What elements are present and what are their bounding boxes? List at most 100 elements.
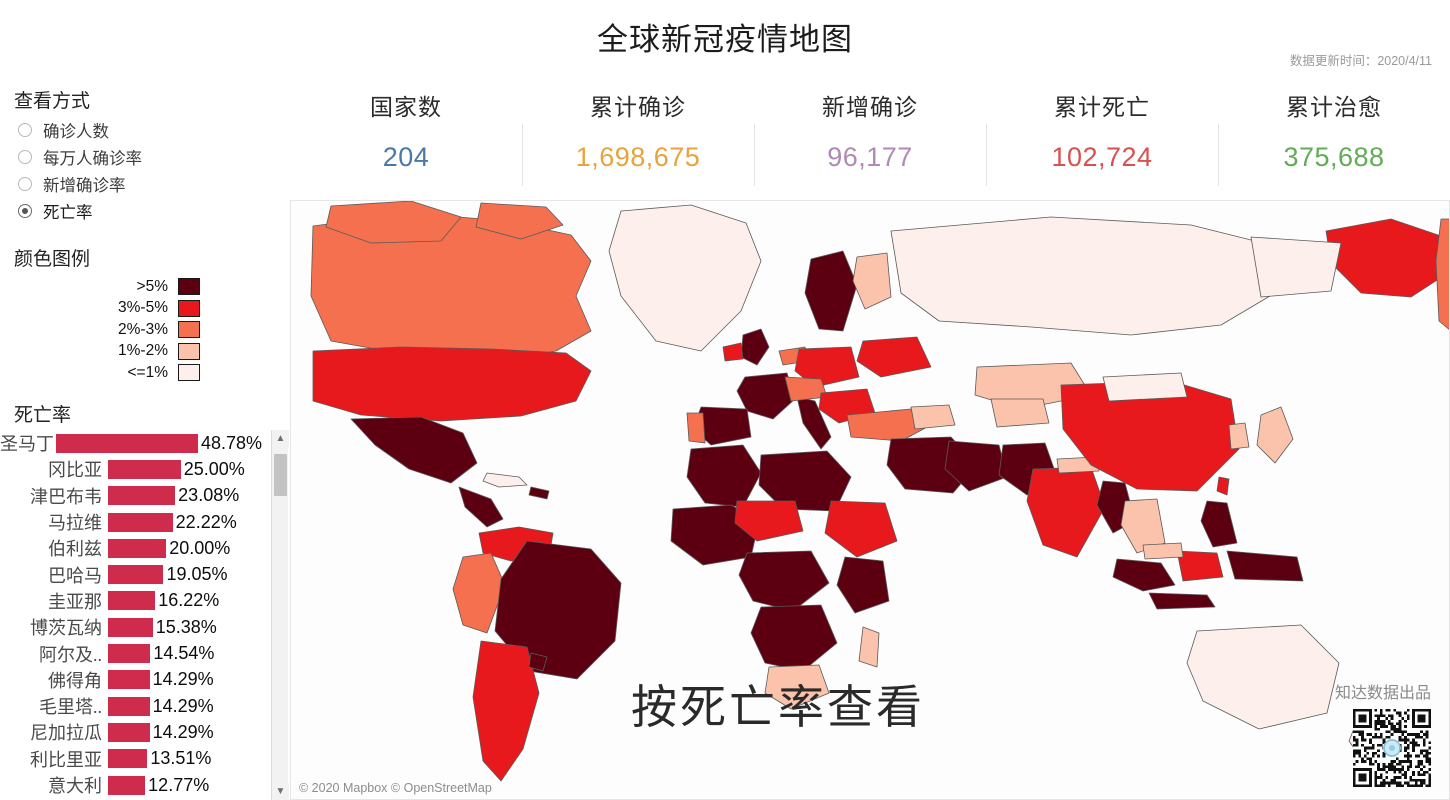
legend-item-2: 2%-3% [0, 319, 200, 341]
bar-track: 13.51% [108, 746, 211, 772]
view-mode-option-0[interactable]: 确诊人数 [18, 116, 142, 143]
scrollbar-thumb[interactable] [274, 454, 287, 496]
radio-button-icon[interactable] [18, 149, 32, 164]
map-region-russia[interactable] [890, 216, 1276, 336]
bar-track: 14.29% [108, 667, 214, 693]
kpi-value: 96,177 [827, 142, 913, 172]
map-region-brazil[interactable] [494, 540, 622, 680]
legend-color-swatch [178, 364, 200, 382]
watermark-label: 知达数据出品 [1334, 685, 1431, 702]
bar-row[interactable]: 冈比亚 25.00% [0, 456, 262, 482]
bar-row[interactable]: 伯利兹 20.00% [0, 535, 262, 561]
bar-list-scrollbar[interactable]: ▲ ▼ [271, 430, 289, 800]
map-region-korea[interactable] [1228, 422, 1250, 450]
map-region-borneo[interactable] [1176, 550, 1224, 582]
map-region-iran[interactable] [944, 440, 1008, 492]
bar-list[interactable]: 圣马丁岛 48.78% 冈比亚 25.00% 津巴布韦 23.08% 马拉维 22.22% 伯利… [0, 430, 262, 800]
map-region-canada-arctic-1[interactable] [325, 201, 462, 244]
view-mode-radio-group[interactable]: 确诊人数 每万人确诊率 新增确诊率 死亡率 [18, 116, 142, 224]
bar-row[interactable]: 阿尔及.. 14.54% [0, 640, 262, 666]
map-region-east-africa[interactable] [836, 556, 890, 614]
bar-value-label: 14.29% [152, 695, 214, 716]
map-region-sulawesi-papua[interactable] [1226, 550, 1304, 582]
page-title: 全球新冠疫情地图 [597, 22, 853, 57]
scroll-up-arrow-icon[interactable]: ▲ [272, 430, 289, 447]
map-region-philippines[interactable] [1200, 500, 1238, 548]
bar-row[interactable]: 巴哈马 19.05% [0, 561, 262, 587]
map-region-south-africa[interactable] [764, 664, 830, 710]
legend-item-0: >5% [0, 276, 200, 298]
world-map[interactable]: 按死亡率查看 © 2020 Mapbox © OpenStreetMap 知达数… [290, 200, 1450, 800]
bar-row[interactable]: 马拉维 22.22% [0, 509, 262, 535]
bar-row[interactable]: 圣马丁岛 48.78% [0, 430, 262, 456]
map-region-mongolia[interactable] [1102, 372, 1188, 402]
scroll-down-arrow-icon[interactable]: ▼ [272, 783, 289, 800]
map-region-central-asia-lt[interactable] [990, 398, 1050, 428]
map-region-cuba[interactable] [482, 472, 528, 488]
bar-row[interactable]: 毛里塔.. 14.29% [0, 693, 262, 719]
bar-row[interactable]: 圭亚那 16.22% [0, 588, 262, 614]
legend-item-label: 3%-5% [118, 299, 168, 317]
radio-button-icon[interactable] [18, 122, 32, 137]
view-mode-option-3[interactable]: 死亡率 [18, 197, 142, 224]
map-region-mexico[interactable] [350, 416, 478, 484]
map-region-ukraine-belarus[interactable] [856, 336, 932, 378]
view-mode-option-2[interactable]: 新增确诊率 [18, 170, 142, 197]
map-region-ireland[interactable] [722, 342, 744, 362]
kpi-label: 累计死亡 [1054, 95, 1150, 120]
map-region-china[interactable] [1060, 380, 1240, 492]
bar-value-label: 23.08% [178, 485, 240, 506]
bar-category-label: 尼加拉瓜 [30, 723, 102, 744]
map-region-indonesia-java[interactable] [1148, 592, 1216, 610]
map-region-alaska-east[interactable] [1435, 218, 1450, 331]
map-region-sudan-ethiopia[interactable] [824, 500, 898, 558]
bar-row[interactable]: 博茨瓦纳 15.38% [0, 614, 262, 640]
radio-button-icon[interactable] [18, 176, 32, 191]
bar-row[interactable]: 利比里亚 13.51% [0, 746, 262, 772]
map-region-germany-poland[interactable] [794, 346, 860, 388]
map-region-italy[interactable] [796, 396, 832, 450]
map-region-uruguay[interactable] [528, 652, 548, 672]
map-region-caucasus[interactable] [910, 404, 956, 430]
view-mode-option-1[interactable]: 每万人确诊率 [18, 143, 142, 170]
bar-row[interactable]: 佛得角 14.29% [0, 667, 262, 693]
map-region-norway-sweden[interactable] [804, 250, 858, 332]
map-region-france[interactable] [736, 372, 796, 420]
bar-row[interactable]: 尼加拉瓜 14.29% [0, 719, 262, 745]
bar-row[interactable]: 津巴布韦 23.08% [0, 483, 262, 509]
map-region-ecuador-peru[interactable] [452, 552, 506, 634]
map-region-indonesia-sumatra[interactable] [1112, 558, 1176, 592]
map-region-greece-turkey[interactable] [846, 408, 932, 442]
death-rate-bar-chart: 圣马丁岛 48.78% 冈比亚 25.00% 津巴布韦 23.08% 马拉维 22.22% 伯利… [0, 430, 290, 800]
map-region-sahel[interactable] [734, 500, 804, 542]
bar-value-label: 14.54% [153, 643, 215, 664]
map-region-canada-arctic-2[interactable] [475, 202, 564, 240]
map-region-japan[interactable] [1256, 406, 1294, 464]
bar-category-label: 意大利 [48, 776, 102, 796]
map-region-greenland[interactable] [608, 204, 762, 352]
map-region-russia-east[interactable] [1250, 236, 1342, 298]
kpi-card-2: 新增确诊 96,177 [754, 80, 986, 200]
map-region-malaysia[interactable] [1142, 542, 1184, 560]
bar-track: 20.00% [108, 535, 230, 561]
legend-color-swatch [178, 278, 200, 296]
map-region-australia[interactable] [1186, 624, 1340, 730]
map-region-portugal[interactable] [686, 412, 706, 444]
bar-fill [108, 512, 173, 532]
bar-row[interactable]: 意大利 12.77% [0, 772, 262, 798]
bar-fill [108, 538, 167, 558]
map-region-central-america[interactable] [458, 486, 504, 528]
bar-category-label: 毛里塔.. [39, 697, 102, 718]
radio-button-icon[interactable] [18, 203, 32, 218]
map-region-united-states[interactable] [312, 346, 592, 422]
bar-fill [108, 775, 146, 795]
map-region-finland[interactable] [852, 252, 892, 310]
map-region-argentina-chile[interactable] [472, 640, 540, 782]
kpi-label: 国家数 [370, 95, 442, 120]
map-region-hispaniola[interactable] [528, 486, 550, 500]
legend-item-1: 3%-5% [0, 298, 200, 320]
map-region-taiwan[interactable] [1216, 476, 1230, 496]
bar-value-label: 48.78% [200, 432, 262, 453]
map-region-madagascar[interactable] [858, 626, 880, 668]
bar-category-label: 冈比亚 [48, 460, 102, 481]
